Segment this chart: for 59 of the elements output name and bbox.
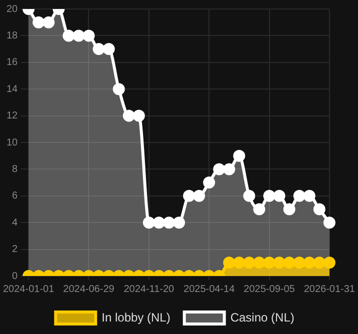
point bbox=[183, 190, 196, 202]
legend-label: Casino (NL) bbox=[230, 310, 294, 324]
point bbox=[313, 203, 326, 216]
y-tick-label: 14 bbox=[6, 84, 18, 95]
point bbox=[233, 150, 246, 162]
point bbox=[303, 256, 316, 269]
point bbox=[92, 43, 105, 56]
point bbox=[243, 256, 256, 269]
point bbox=[243, 190, 256, 202]
point bbox=[283, 256, 296, 269]
x-tick-label: 2025-04-14 bbox=[184, 284, 236, 295]
point bbox=[273, 256, 286, 269]
point bbox=[72, 30, 85, 42]
point bbox=[193, 190, 206, 202]
y-tick-label: 4 bbox=[12, 217, 18, 228]
point bbox=[62, 30, 75, 42]
point bbox=[203, 176, 216, 189]
point bbox=[283, 203, 296, 216]
point bbox=[233, 256, 246, 269]
point bbox=[132, 110, 145, 122]
y-tick-label: 8 bbox=[12, 164, 18, 175]
point bbox=[263, 190, 276, 202]
point bbox=[313, 256, 326, 269]
point bbox=[213, 163, 226, 176]
point bbox=[142, 216, 155, 229]
point bbox=[223, 256, 236, 269]
point bbox=[293, 190, 306, 202]
point bbox=[253, 203, 266, 216]
y-tick-label: 18 bbox=[6, 30, 18, 42]
point bbox=[152, 216, 165, 229]
x-tick-label: 2024-01-01 bbox=[3, 284, 55, 295]
y-tick-label: 2 bbox=[12, 244, 18, 256]
point bbox=[112, 83, 125, 96]
point bbox=[323, 256, 336, 269]
point bbox=[102, 43, 115, 56]
point bbox=[263, 256, 276, 269]
point bbox=[122, 110, 135, 122]
x-tick-label: 2024-11-20 bbox=[124, 284, 175, 295]
x-tick-label: 2025-09-05 bbox=[244, 284, 296, 295]
point bbox=[82, 30, 95, 42]
point bbox=[223, 163, 236, 176]
point bbox=[253, 256, 266, 269]
point bbox=[293, 256, 306, 269]
point bbox=[173, 216, 185, 229]
point bbox=[32, 16, 45, 28]
x-tick-label: 2024-06-29 bbox=[63, 284, 115, 295]
legend-label: In lobby (NL) bbox=[102, 310, 170, 324]
point bbox=[323, 216, 336, 229]
x-tick-label: 2026-01-31 bbox=[304, 284, 356, 295]
y-tick-label: 0 bbox=[12, 270, 18, 282]
y-tick-label: 10 bbox=[6, 137, 18, 148]
point bbox=[42, 16, 55, 28]
y-tick-label: 16 bbox=[6, 57, 18, 68]
y-tick-label: 6 bbox=[12, 190, 18, 202]
y-tick-label: 12 bbox=[6, 110, 18, 122]
point bbox=[273, 190, 286, 202]
point bbox=[303, 190, 316, 202]
point bbox=[162, 216, 175, 229]
y-tick-label: 20 bbox=[6, 4, 18, 15]
